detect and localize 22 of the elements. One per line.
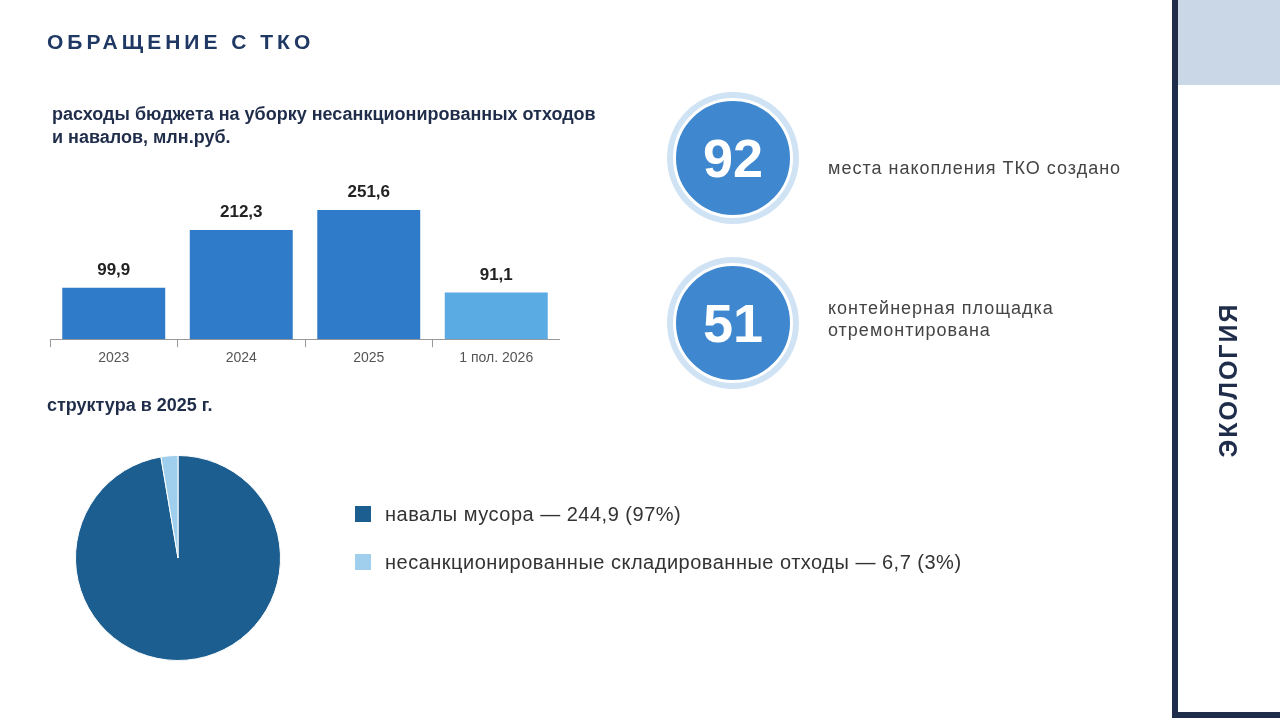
chart-title: структура в 2025 г. <box>47 395 213 416</box>
data-label: 251,6 <box>347 182 391 202</box>
text: ОБРАЩЕНИЕ С ТКО <box>47 30 315 54</box>
circle-badge: 51 <box>667 257 799 389</box>
bar <box>189 230 293 340</box>
text: места накопления ТКО создано <box>828 157 1123 179</box>
circle-badge: 92 <box>667 92 799 224</box>
data-label: 99,9 <box>97 260 131 280</box>
text: контейнерная площадка отремонтирована <box>828 297 1055 341</box>
x-tick-label: 2025 <box>353 349 385 366</box>
data-label: 91,1 <box>479 264 513 284</box>
bar <box>317 209 421 340</box>
chart-title: расходы бюджета на уборку несанкционированных отходов и навалов, млн.руб. <box>52 103 597 149</box>
bar <box>62 287 166 340</box>
legend-label: несанкционированные складированные отходы — 6,7 (3%) <box>385 550 962 574</box>
text: ЭКОЛОГИЯ <box>1213 302 1243 458</box>
x-tick-label: 2024 <box>225 349 258 366</box>
data-label: 212,3 <box>219 202 263 222</box>
bar <box>444 292 548 340</box>
x-tick-label: 2023 <box>98 349 130 366</box>
x-tick-label: 1 пол. 2026 <box>459 349 534 366</box>
legend-label: навалы мусора — 244,9 (97%) <box>385 502 682 526</box>
